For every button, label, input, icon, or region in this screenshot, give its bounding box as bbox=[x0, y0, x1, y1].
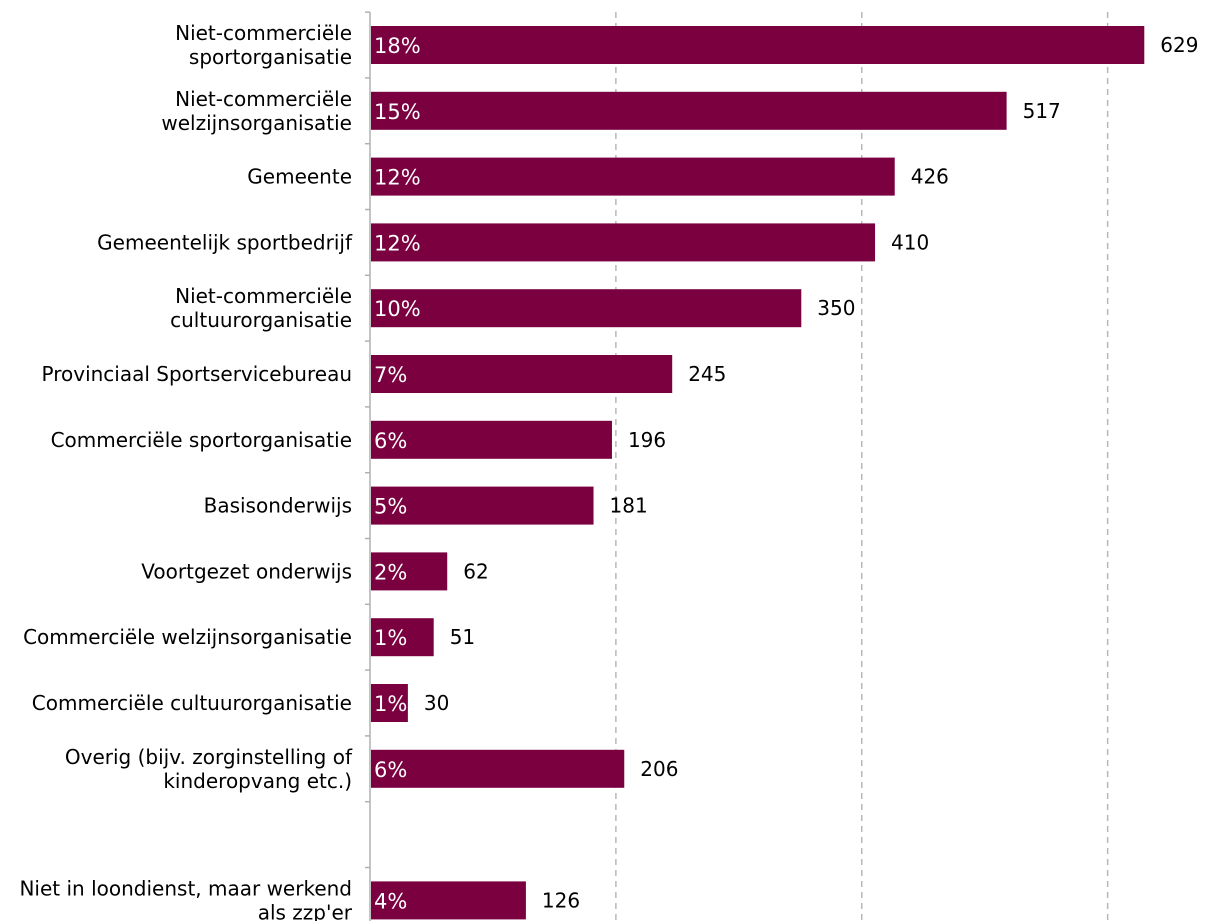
bar bbox=[371, 486, 594, 525]
percent-label: 12% bbox=[374, 231, 421, 255]
category-label-line: Overig (bijv. zorginstelling of bbox=[65, 745, 353, 769]
category-label: Basisonderwijs bbox=[204, 494, 352, 518]
category-label: Niet in loondienst, maar werkend als zzp'… bbox=[19, 876, 352, 921]
value-label: 30 bbox=[424, 691, 449, 715]
bar bbox=[371, 355, 673, 393]
value-label: 350 bbox=[817, 296, 855, 320]
value-label: 181 bbox=[610, 494, 648, 518]
bar bbox=[371, 684, 408, 722]
category-label-line: kinderopvang etc.) bbox=[163, 769, 352, 793]
bar bbox=[371, 91, 1007, 130]
category-label: Niet-commerciële welzijnsorganisatie bbox=[161, 87, 352, 135]
percent-label: 18% bbox=[374, 34, 421, 58]
category-label-line: Basisonderwijs bbox=[204, 494, 352, 518]
percent-label: 6% bbox=[374, 758, 407, 782]
category-label-line: Commerciële welzijnsorganisatie bbox=[23, 625, 352, 649]
value-label: 62 bbox=[463, 559, 488, 583]
percent-label: 4% bbox=[374, 889, 407, 913]
percent-label: 15% bbox=[374, 100, 421, 124]
category-label: Gemeentelijk sportbedrijf bbox=[97, 230, 353, 254]
bar bbox=[371, 157, 895, 196]
category-label: Commerciële cultuurorganisatie bbox=[32, 691, 352, 715]
value-label: 426 bbox=[911, 165, 949, 189]
percent-label: 1% bbox=[374, 692, 407, 716]
category-label-line: sportorganisatie bbox=[189, 45, 352, 69]
category-label-line: Gemeente bbox=[247, 165, 352, 189]
category-label: Provinciaal Sportservicebureau bbox=[42, 362, 353, 386]
category-label-line: als zzp'er bbox=[258, 900, 353, 921]
category-label-line: cultuurorganisatie bbox=[170, 308, 352, 332]
category-label: Commerciële sportorganisatie bbox=[51, 428, 352, 452]
value-label: 410 bbox=[891, 230, 929, 254]
percent-label: 6% bbox=[374, 429, 407, 453]
value-label: 196 bbox=[628, 428, 666, 452]
category-label-line: Niet-commerciële bbox=[175, 21, 352, 45]
category-label-line: Gemeentelijk sportbedrijf bbox=[97, 230, 353, 254]
bar bbox=[371, 289, 802, 328]
category-label-line: Voortgezet onderwijs bbox=[141, 559, 352, 583]
percent-label: 12% bbox=[374, 166, 421, 190]
bar bbox=[371, 552, 448, 591]
bar bbox=[371, 420, 612, 459]
category-label-line: Commerciële cultuurorganisatie bbox=[32, 691, 352, 715]
category-label: Niet-commerciële sportorganisatie bbox=[175, 21, 352, 69]
bar bbox=[371, 26, 1145, 64]
bar bbox=[371, 749, 625, 788]
bar bbox=[371, 881, 526, 920]
percent-label: 2% bbox=[374, 560, 407, 584]
category-label: Niet-commerciële cultuurorganisatie bbox=[170, 284, 352, 332]
value-label: 51 bbox=[450, 625, 475, 649]
bars bbox=[371, 26, 1145, 920]
gridlines bbox=[365, 11, 1109, 921]
category-label-line: Niet-commerciële bbox=[175, 87, 352, 111]
value-label: 206 bbox=[640, 757, 678, 781]
category-label-line: Provinciaal Sportservicebureau bbox=[42, 362, 353, 386]
category-label-line: Niet-commerciële bbox=[175, 284, 352, 308]
category-label-line: Commerciële sportorganisatie bbox=[51, 428, 352, 452]
bar bbox=[371, 618, 434, 657]
category-label: Overig (bijv. zorginstelling of kinderopv… bbox=[65, 745, 353, 793]
labels: Niet-commerciële sportorganisatie 18% 629Ni… bbox=[19, 21, 1198, 921]
category-label-line: Niet in loondienst, maar werkend bbox=[19, 876, 352, 900]
bar bbox=[371, 223, 876, 262]
category-label-line: welzijnsorganisatie bbox=[161, 111, 352, 135]
percent-label: 7% bbox=[374, 363, 407, 387]
value-label: 629 bbox=[1160, 33, 1198, 57]
percent-label: 5% bbox=[374, 495, 407, 519]
category-label: Gemeente bbox=[247, 165, 352, 189]
category-label: Commerciële welzijnsorganisatie bbox=[23, 625, 352, 649]
value-label: 245 bbox=[688, 362, 726, 386]
percent-label: 10% bbox=[374, 297, 421, 321]
value-label: 126 bbox=[542, 888, 580, 912]
percent-label: 1% bbox=[374, 626, 407, 650]
value-label: 517 bbox=[1023, 99, 1061, 123]
category-label: Voortgezet onderwijs bbox=[141, 559, 352, 583]
